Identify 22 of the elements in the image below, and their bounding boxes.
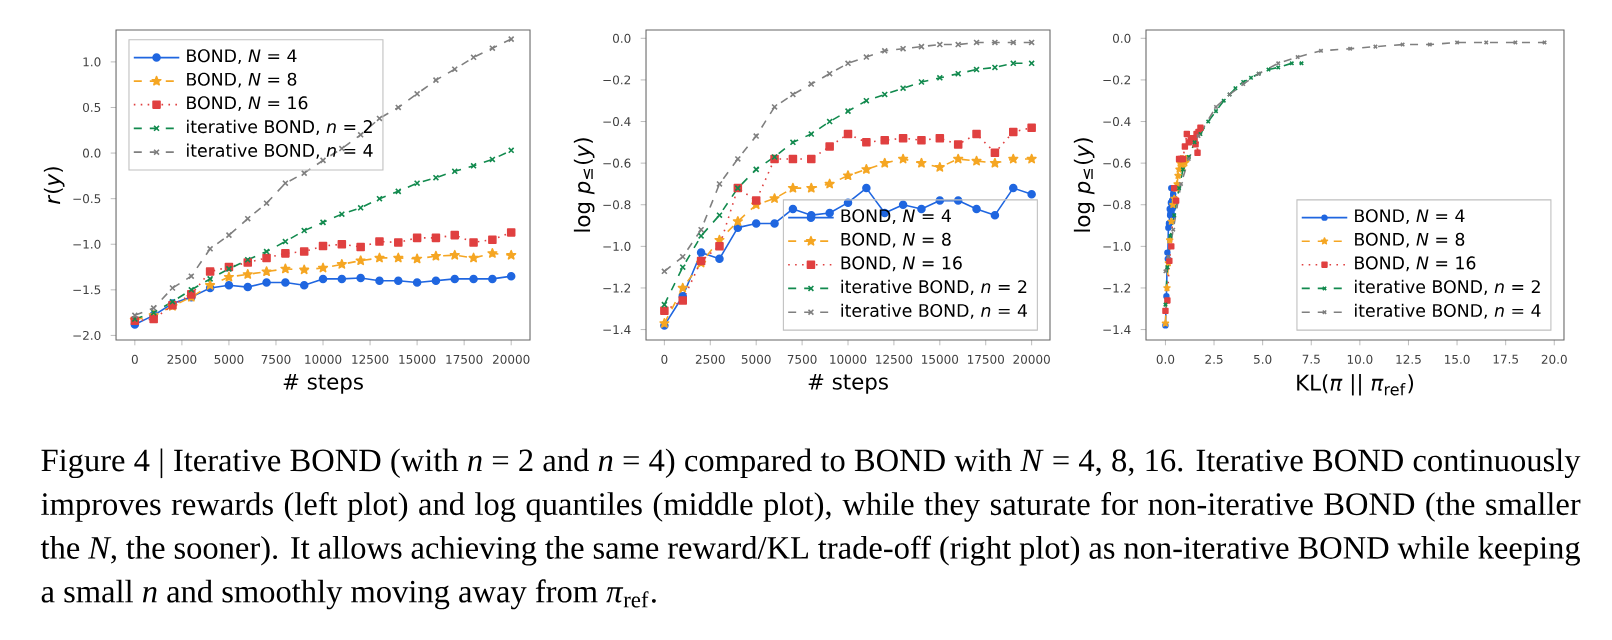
legend-label: BOND, N = 8: [841, 232, 951, 248]
legend-label: BOND, N = 4: [1355, 209, 1465, 225]
y-axis-title: log p$_{≤}$(y): [1073, 138, 1095, 232]
y-axis-title: log p$_{≤}$(y): [573, 138, 595, 232]
x-axis-title: KL(π || π$_{ref}$): [1297, 374, 1414, 396]
legend-label: BOND, N = 4: [187, 49, 297, 65]
legend-label: iterative BOND, n = 2: [1355, 279, 1540, 295]
legend-label: iterative BOND, n = 4: [841, 303, 1028, 319]
legend-label: iterative BOND, n = 2: [841, 279, 1027, 295]
text: Figure 4 | Iterative BOND (with n = 2 and n = 4) compared to BOND with N = 4, 8, 16. Iterative BOND continuously improves rewards (left plot) and log quantiles (middle plot), while they saturate for non-iterative BOND (the smaller the N, the sooner). It allows achieving the same reward/KL trade-off (right plot) as non-iterative BOND while keeping a small n and smoothly moving away from π$_{ref}$.: [40, 448, 1581, 610]
x-axis-title: # steps: [808, 374, 888, 394]
legend-label: iterative BOND, n = 4: [187, 143, 373, 159]
y-axis-title: r(y): [43, 167, 65, 204]
x-axis-title: # steps: [283, 374, 363, 394]
legend-label: BOND, N = 16: [187, 96, 308, 112]
legend-label: iterative BOND, n = 4: [1355, 303, 1541, 319]
legend-label: BOND, N = 16: [1355, 256, 1476, 272]
legend-label: BOND, N = 8: [1355, 232, 1465, 248]
legend-label: BOND, N = 16: [841, 256, 962, 272]
legend-label: BOND, N = 4: [841, 209, 951, 225]
legend-label: BOND, N = 8: [187, 72, 297, 88]
legend-label: iterative BOND, n = 2: [187, 119, 372, 135]
